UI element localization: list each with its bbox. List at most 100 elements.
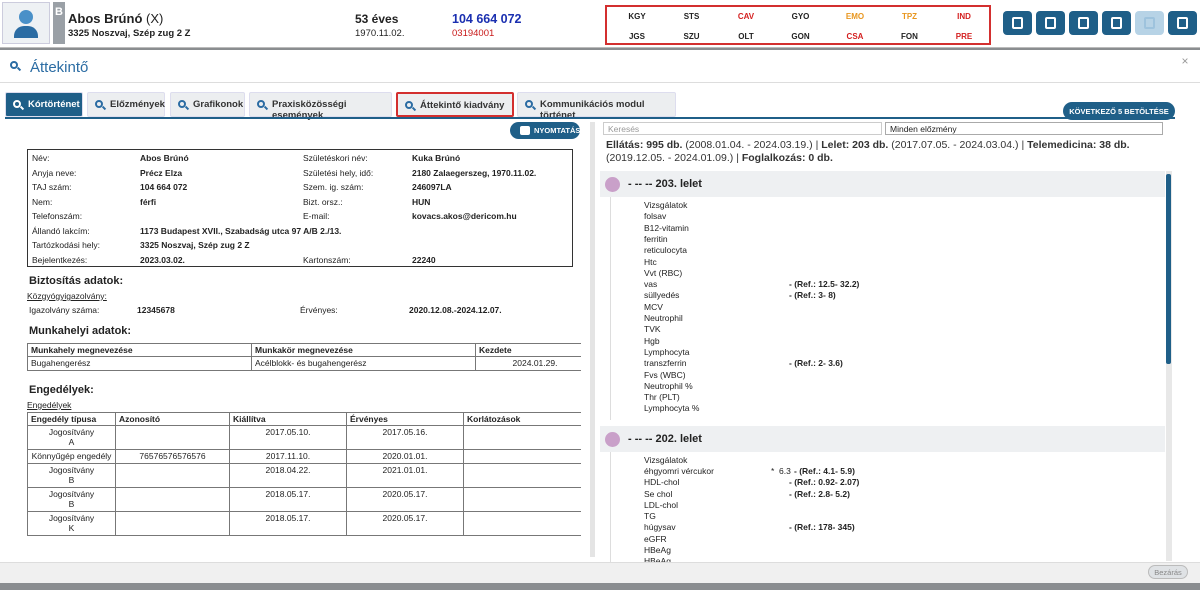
table-cell: Könnyűgép engedély [27, 449, 116, 464]
table-cell: Jogosítvány B [27, 487, 116, 512]
search-icon-handle [184, 105, 190, 111]
toolbar-button[interactable] [1168, 11, 1197, 35]
personal-value: 1173 Budapest XVII., Szabadság utca 97 A… [140, 225, 342, 236]
patient-dob: 1970.11.02. [355, 28, 405, 39]
tab[interactable]: Áttekintő kiadvány [396, 92, 514, 117]
print-icon [520, 126, 530, 135]
modal: Áttekintő × Kórtörténet Előzmények Grafikono… [0, 50, 1200, 583]
table-cell: 2018.05.17. [229, 511, 347, 536]
search-icon [525, 100, 533, 108]
result-ref: - (Ref.: 0.92- 2.07) [789, 477, 860, 488]
personal-label: Bizt. orsz.: [303, 196, 343, 207]
patient-age: 53 éves [355, 12, 399, 26]
modal-footer [0, 562, 1200, 583]
results-panel: - -- -- 203. lelet Vizsgálatok folsav B12-v… [600, 171, 1165, 562]
table-cell [463, 449, 581, 464]
personal-value: 2180 Zalaegerszeg, 1970.11.02. [412, 167, 537, 178]
left-panel: Név: Abos Brúnó Születéskori név: Kuka Brún… [25, 144, 581, 556]
summary-separator: | [1021, 139, 1025, 151]
tab-label: Kommunikációs modul történet [540, 99, 645, 121]
right-scrollbar-thumb [1166, 174, 1171, 364]
result-body: Vizsgálatok folsav B12-vitamin ferritin reti… [610, 197, 1165, 420]
risk-code: CAV [737, 12, 755, 21]
result-ref: - (Ref.: 4.1- 5.9) [794, 465, 855, 476]
toolbar-button[interactable] [1003, 11, 1032, 35]
toolbar-button[interactable] [1069, 11, 1098, 35]
tab-label: Kórtörténet [28, 99, 80, 110]
result-header: - -- -- 203. lelet [600, 171, 1165, 197]
table-cell: 76576576576576 [115, 449, 230, 464]
risk-code: FON [901, 32, 918, 41]
result-item-name: ferritin [644, 233, 668, 244]
personal-value: Précz Elza [140, 167, 183, 178]
table-row: Könnyűgép engedély 76576576576576 2017.11.… [27, 449, 581, 464]
search-input[interactable]: Keresés [603, 122, 882, 135]
summary-label: Lelet: 203 db. [821, 139, 889, 151]
personal-label: TAJ szám: [32, 182, 72, 192]
result-title: - -- -- 203. lelet [628, 178, 702, 190]
result-item-name: Vizsgálatok [644, 454, 688, 465]
table-cell [115, 511, 230, 536]
result-item-name: LDL-chol [644, 499, 679, 510]
personal-value: 22240 [412, 254, 436, 265]
search-icon [10, 61, 18, 69]
personal-label: Állandó lakcím: [32, 225, 90, 236]
table-cell: 2021.01.01. [346, 463, 464, 488]
risk-code: PRE [955, 32, 973, 41]
toolbar-button[interactable] [1135, 11, 1164, 35]
tab[interactable]: Előzmények [87, 92, 165, 117]
tab-label: Grafikonok [193, 99, 244, 110]
toolbar-button[interactable] [1036, 11, 1065, 35]
close-button[interactable]: Bezárás [1148, 565, 1188, 579]
result-item-name: eGFR [644, 533, 667, 544]
result-item-name: transzferrin [644, 358, 687, 369]
table-cell: 2020.05.17. [346, 511, 464, 536]
modal-close[interactable]: × [1181, 54, 1189, 68]
result-icon [605, 177, 620, 192]
tab[interactable]: Kommunikációs modul történet [517, 92, 676, 121]
table-cell: Jogosítvány K [27, 511, 116, 536]
personal-box: Név: Abos Brúnó Születéskori név: Kuka Brún… [27, 149, 573, 267]
left-scrollbar [590, 122, 595, 557]
toolbar-button[interactable] [1102, 11, 1131, 35]
result-item-name: Htc [644, 256, 657, 267]
search-icon [178, 100, 186, 108]
table-header-row: Munkahely megnevezése Munkakör megnevezés… [27, 343, 581, 357]
risk-code: SZU [683, 32, 700, 41]
risk-code: CSA [846, 32, 864, 41]
print-button[interactable]: NYOMTATÁS [510, 122, 580, 139]
risk-code: OLT [738, 32, 754, 41]
table-cell [463, 463, 581, 488]
table-row: Jogosítvány A 2017.05.10. 2017.05.16. [27, 425, 581, 450]
table-row: Jogosítvány B 2018.04.22. 2021.01.01. [27, 463, 581, 488]
risk-code: GYO [791, 12, 810, 21]
result-icon [605, 431, 620, 447]
result-item-name: Neutrophil [644, 313, 683, 323]
insurance-value: 12345678 [137, 305, 175, 315]
personal-label: Kartonszám: [303, 254, 351, 265]
patient-name: Abos Brúnó (X) [68, 11, 268, 27]
summary-separator: | [736, 151, 739, 164]
filter-select[interactable]: Minden előzmény [885, 122, 1163, 135]
risk-code: EMO [845, 12, 865, 21]
table-cell: 2024.01.29. [475, 356, 581, 371]
tab[interactable]: Praxisközösségi események [249, 92, 392, 121]
result-header: - -- -- 202. lelet [600, 425, 1165, 452]
personal-label: Név: [32, 153, 50, 163]
personal-label: Születéskori név: [303, 153, 368, 163]
tab[interactable]: Kórtörténet [5, 92, 83, 117]
tab[interactable]: Grafikonok [170, 92, 245, 117]
result-item-name: Vizsgálatok [644, 200, 688, 210]
table-cell: 2017.11.10. [229, 449, 347, 464]
personal-value: kovacs.akos@dericom.hu [412, 211, 517, 221]
summary-label: Telemedicina: 38 db. [1027, 139, 1130, 151]
permits-table: Engedély típusa Azonosító Kiállítva Érvénye… [27, 412, 581, 536]
load-next-button[interactable]: KÖVETKEZŐ 5 BETÖLTÉSE [1063, 102, 1175, 120]
table-cell [463, 487, 581, 512]
workplace-table: Munkahely megnevezése Munkakör megnevezés… [27, 343, 581, 371]
section-subtitle: Közgyógyigazolvány: [27, 291, 107, 301]
right-scrollbar [1166, 171, 1172, 561]
result-item-name: reticulocyta [644, 245, 687, 256]
patient-id: 03194001 [452, 28, 495, 39]
search-icon [13, 100, 21, 108]
